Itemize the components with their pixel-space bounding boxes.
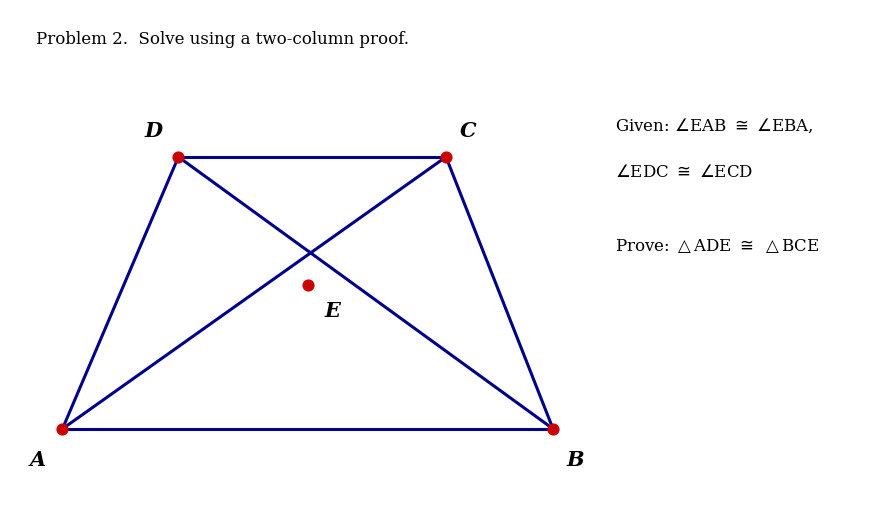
Point [546, 425, 560, 433]
Text: Given: $\angle$EAB $\cong$ $\angle$EBA,: Given: $\angle$EAB $\cong$ $\angle$EBA, [615, 116, 814, 135]
Point [171, 153, 186, 161]
Text: E: E [325, 301, 341, 321]
Text: D: D [145, 121, 162, 141]
Text: C: C [460, 121, 476, 141]
Point [301, 281, 315, 289]
Text: A: A [29, 450, 45, 470]
Text: $\angle$EDC $\cong$ $\angle$ECD: $\angle$EDC $\cong$ $\angle$ECD [615, 164, 754, 181]
Point [55, 425, 70, 433]
Text: Problem 2.  Solve using a two-column proof.: Problem 2. Solve using a two-column proo… [36, 31, 409, 49]
Point [439, 153, 453, 161]
Text: Prove: $\triangle$ADE $\cong$ $\triangle$BCE: Prove: $\triangle$ADE $\cong$ $\triangle… [615, 237, 820, 255]
Text: B: B [566, 450, 584, 470]
